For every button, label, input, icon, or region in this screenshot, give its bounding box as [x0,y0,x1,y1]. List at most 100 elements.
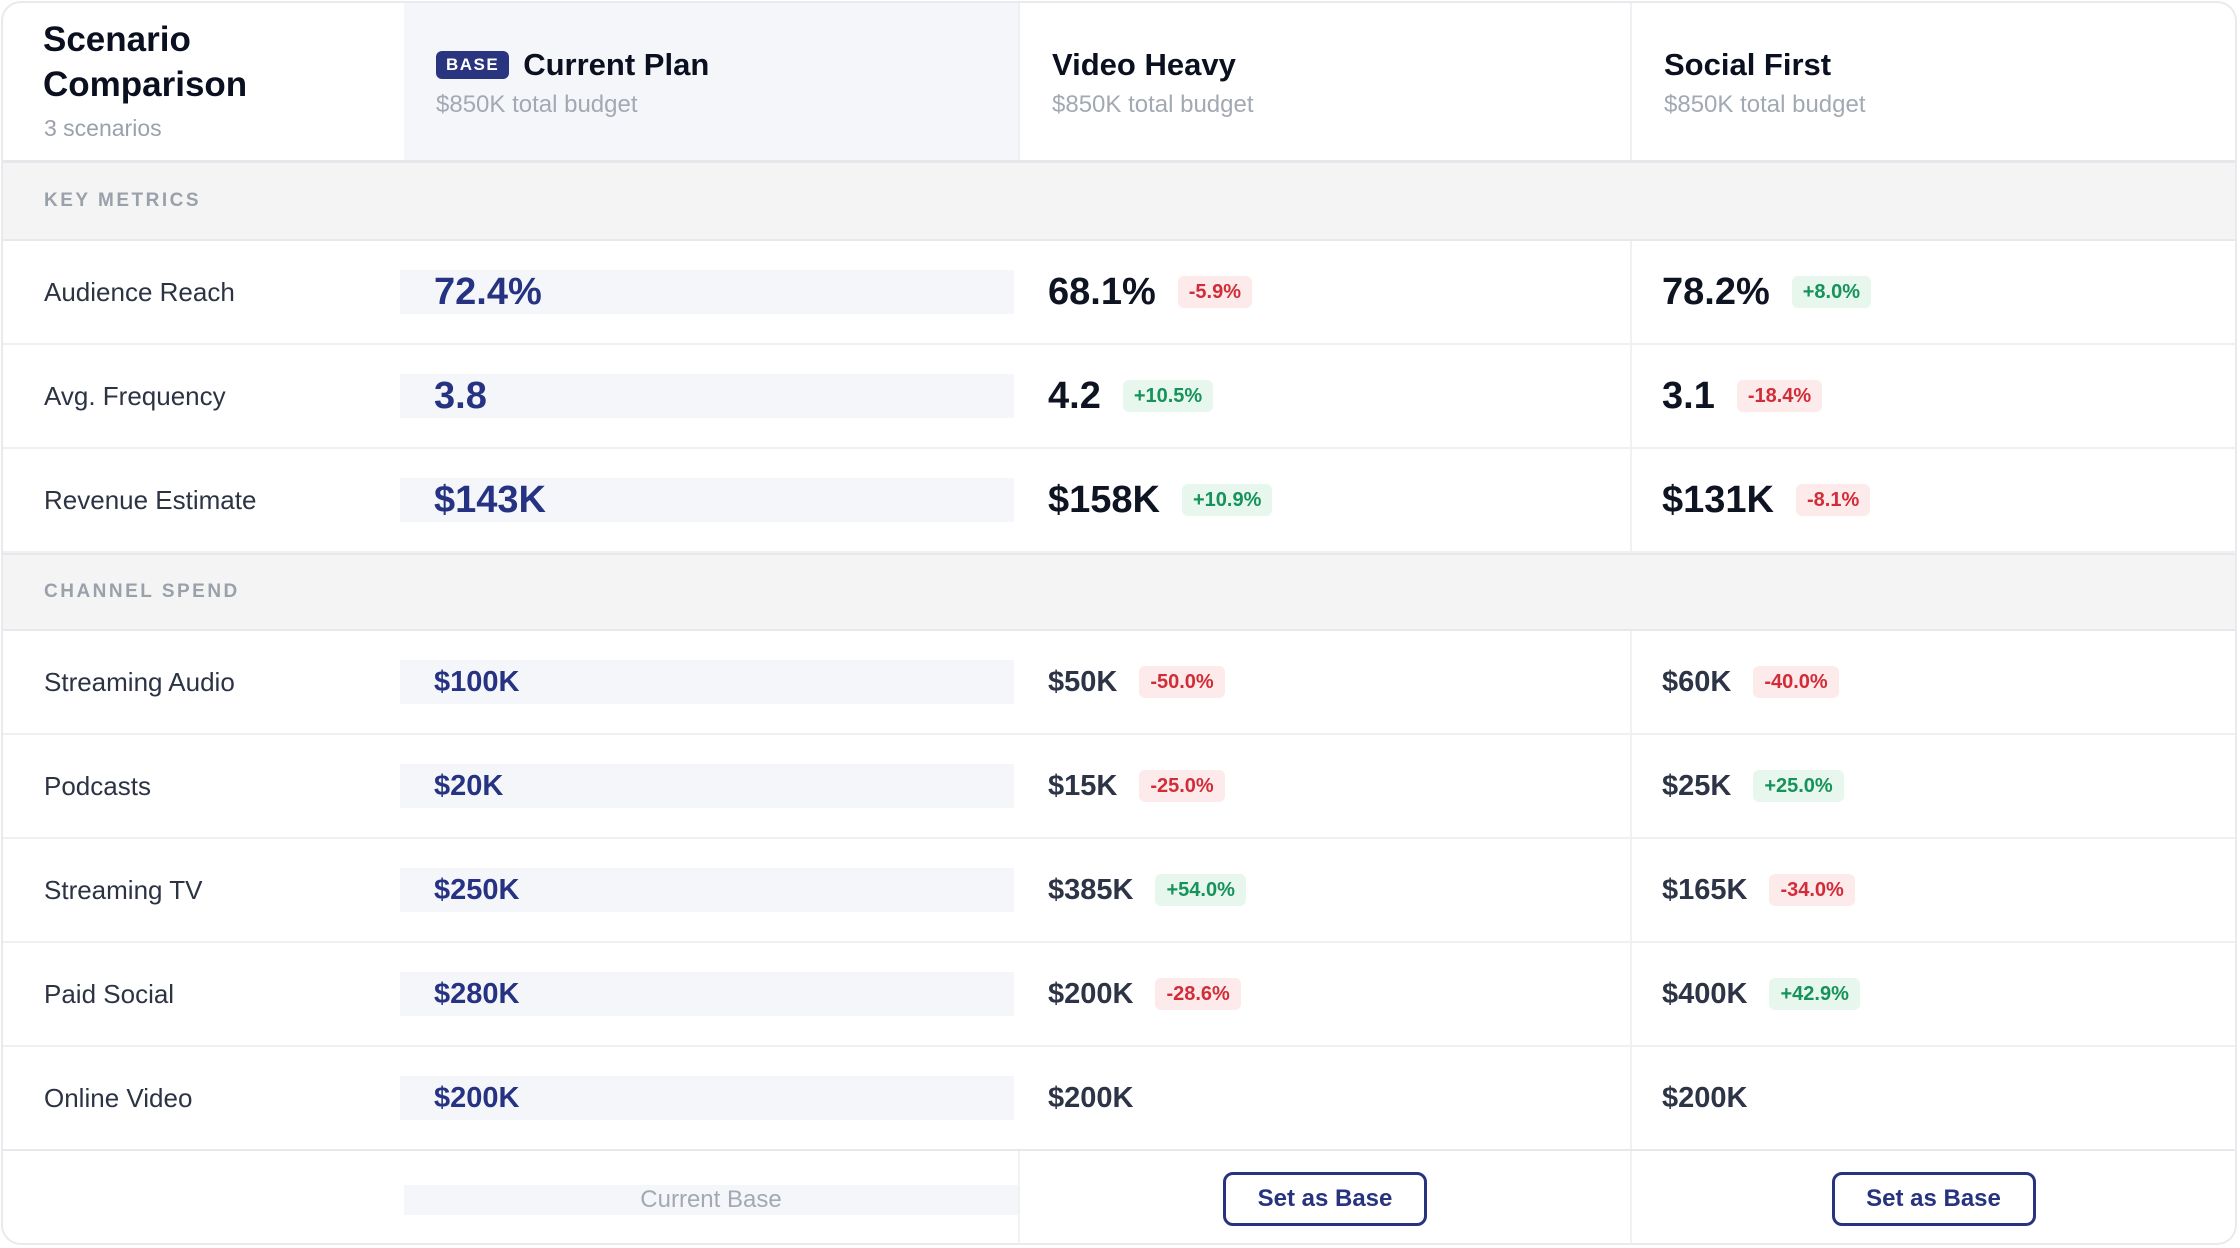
scenario-value: 78.2% [1662,270,1770,313]
social-first-cell: $165K -34.0% [1630,839,2235,941]
delta-badge: +10.5% [1122,380,1214,412]
video-heavy-cell: $50K -50.0% [1018,631,1630,733]
scenario-name: Current Plan [523,47,710,82]
row-label: Online Video [44,1082,193,1113]
delta-badge: -5.9% [1177,276,1252,308]
base-value-cell: $280K [400,943,1018,1045]
scenario-value: $158K [1048,478,1160,521]
scenario-value: $15K [1048,769,1118,802]
scenario-budget: $850K total budget [1664,91,1866,118]
current-base-cell: Current Base [404,1151,1018,1243]
scenario-value: $200K [1662,1081,1748,1114]
scenario-value: 3.1 [1662,374,1715,417]
title-cell: Scenario Comparison 3 scenarios [3,3,404,160]
section-channel-spend: CHANNEL SPEND [3,553,2235,631]
social-first-cell: 78.2% +8.0% [1630,241,2235,343]
base-value: $250K [434,873,520,906]
scenario-budget: $850K total budget [1052,91,1254,118]
row-label: Streaming TV [44,874,203,905]
delta-badge: +54.0% [1155,874,1246,906]
base-value-cell: $100K [400,631,1018,733]
table-row: Avg. Frequency 3.8 4.2 +10.5% 3.1 -18.4% [3,345,2235,449]
row-label: Audience Reach [44,276,235,307]
base-value: $20K [434,769,504,802]
current-base-label: Current Base [404,1185,1018,1215]
table-row: Paid Social $280K $200K -28.6% $400K +42.9… [3,943,2235,1047]
scenario-header-social-first: Social First $850K total budget [1630,3,2235,160]
base-value: $280K [434,977,520,1010]
video-heavy-cell: 4.2 +10.5% [1018,345,1630,447]
delta-badge: -25.0% [1139,770,1225,802]
scenario-count: 3 scenarios [44,115,162,141]
scenario-name: Video Heavy [1052,47,1236,82]
base-value: $100K [434,665,520,698]
delta-badge: -8.1% [1795,484,1871,516]
delta-badge: +25.0% [1753,770,1844,802]
video-heavy-footer: Set as Base [1018,1151,1630,1243]
scenario-value: $200K [1048,977,1134,1010]
delta-badge: -28.6% [1155,978,1241,1010]
base-value-cell: $143K [400,449,1018,551]
table-row: Streaming TV $250K $385K +54.0% $165K -34.… [3,839,2235,943]
scenario-value: $165K [1662,873,1748,906]
social-first-cell: 3.1 -18.4% [1630,345,2235,447]
social-first-cell: $60K -40.0% [1630,631,2235,733]
scenario-value: $60K [1662,665,1732,698]
comparison-footer: Current Base Set as Base Set as Base [3,1151,2235,1243]
delta-badge: -18.4% [1736,380,1823,412]
delta-badge: +8.0% [1791,276,1872,308]
video-heavy-cell: $15K -25.0% [1018,735,1630,837]
scenario-value: 68.1% [1048,270,1156,313]
video-heavy-cell: $158K +10.9% [1018,449,1630,551]
video-heavy-cell: $200K [1018,1047,1630,1149]
row-label: Streaming Audio [44,666,235,697]
scenario-budget: $850K total budget [436,91,638,118]
delta-badge: +42.9% [1769,978,1860,1010]
table-row: Online Video $200K $200K $200K [3,1047,2235,1151]
scenario-header-current-plan: BASE Current Plan $850K total budget [404,3,1018,160]
scenario-value: $50K [1048,665,1118,698]
table-row: Streaming Audio $100K $50K -50.0% $60K -40… [3,631,2235,735]
page-title: Scenario Comparison [43,20,248,104]
scenario-value: $385K [1048,873,1134,906]
row-label: Revenue Estimate [44,484,257,515]
set-as-base-button-social-first[interactable]: Set as Base [1831,1172,2036,1226]
scenario-header-video-heavy: Video Heavy $850K total budget [1018,3,1630,160]
scenario-name: Social First [1664,47,1832,82]
table-row: Revenue Estimate $143K $158K +10.9% $131K… [3,449,2235,553]
base-value-cell: 3.8 [400,345,1018,447]
video-heavy-cell: 68.1% -5.9% [1018,241,1630,343]
base-value-cell: $20K [400,735,1018,837]
delta-badge: -34.0% [1769,874,1855,906]
video-heavy-cell: $385K +54.0% [1018,839,1630,941]
section-key-metrics: KEY METRICS [3,163,2235,241]
scenario-value: $400K [1662,977,1748,1010]
row-label: Paid Social [44,978,175,1009]
delta-badge: -40.0% [1753,666,1839,698]
row-label: Podcasts [44,770,151,801]
social-first-cell: $200K [1630,1047,2235,1149]
delta-badge: -50.0% [1139,666,1225,698]
table-row: Audience Reach 72.4% 68.1% -5.9% 78.2% +8.… [3,241,2235,345]
comparison-header: Scenario Comparison 3 scenarios BASE Cur… [3,3,2235,163]
row-label: Avg. Frequency [44,380,226,411]
social-first-cell: $25K +25.0% [1630,735,2235,837]
base-value: 72.4% [434,270,542,313]
base-value: $200K [434,1081,520,1114]
scenario-value: $131K [1662,478,1774,521]
base-value-cell: $250K [400,839,1018,941]
set-as-base-button-video-heavy[interactable]: Set as Base [1223,1172,1427,1226]
social-first-footer: Set as Base [1630,1151,2235,1243]
base-value-cell: 72.4% [400,241,1018,343]
base-value-cell: $200K [400,1047,1018,1149]
base-value: $143K [434,478,546,521]
table-row: Podcasts $20K $15K -25.0% $25K +25.0% [3,735,2235,839]
base-value: 3.8 [434,374,487,417]
video-heavy-cell: $200K -28.6% [1018,943,1630,1045]
social-first-cell: $131K -8.1% [1630,449,2235,551]
footer-spacer [3,1151,404,1243]
scenario-value: 4.2 [1048,374,1101,417]
scenario-value: $25K [1662,769,1732,802]
scenario-value: $200K [1048,1081,1134,1114]
